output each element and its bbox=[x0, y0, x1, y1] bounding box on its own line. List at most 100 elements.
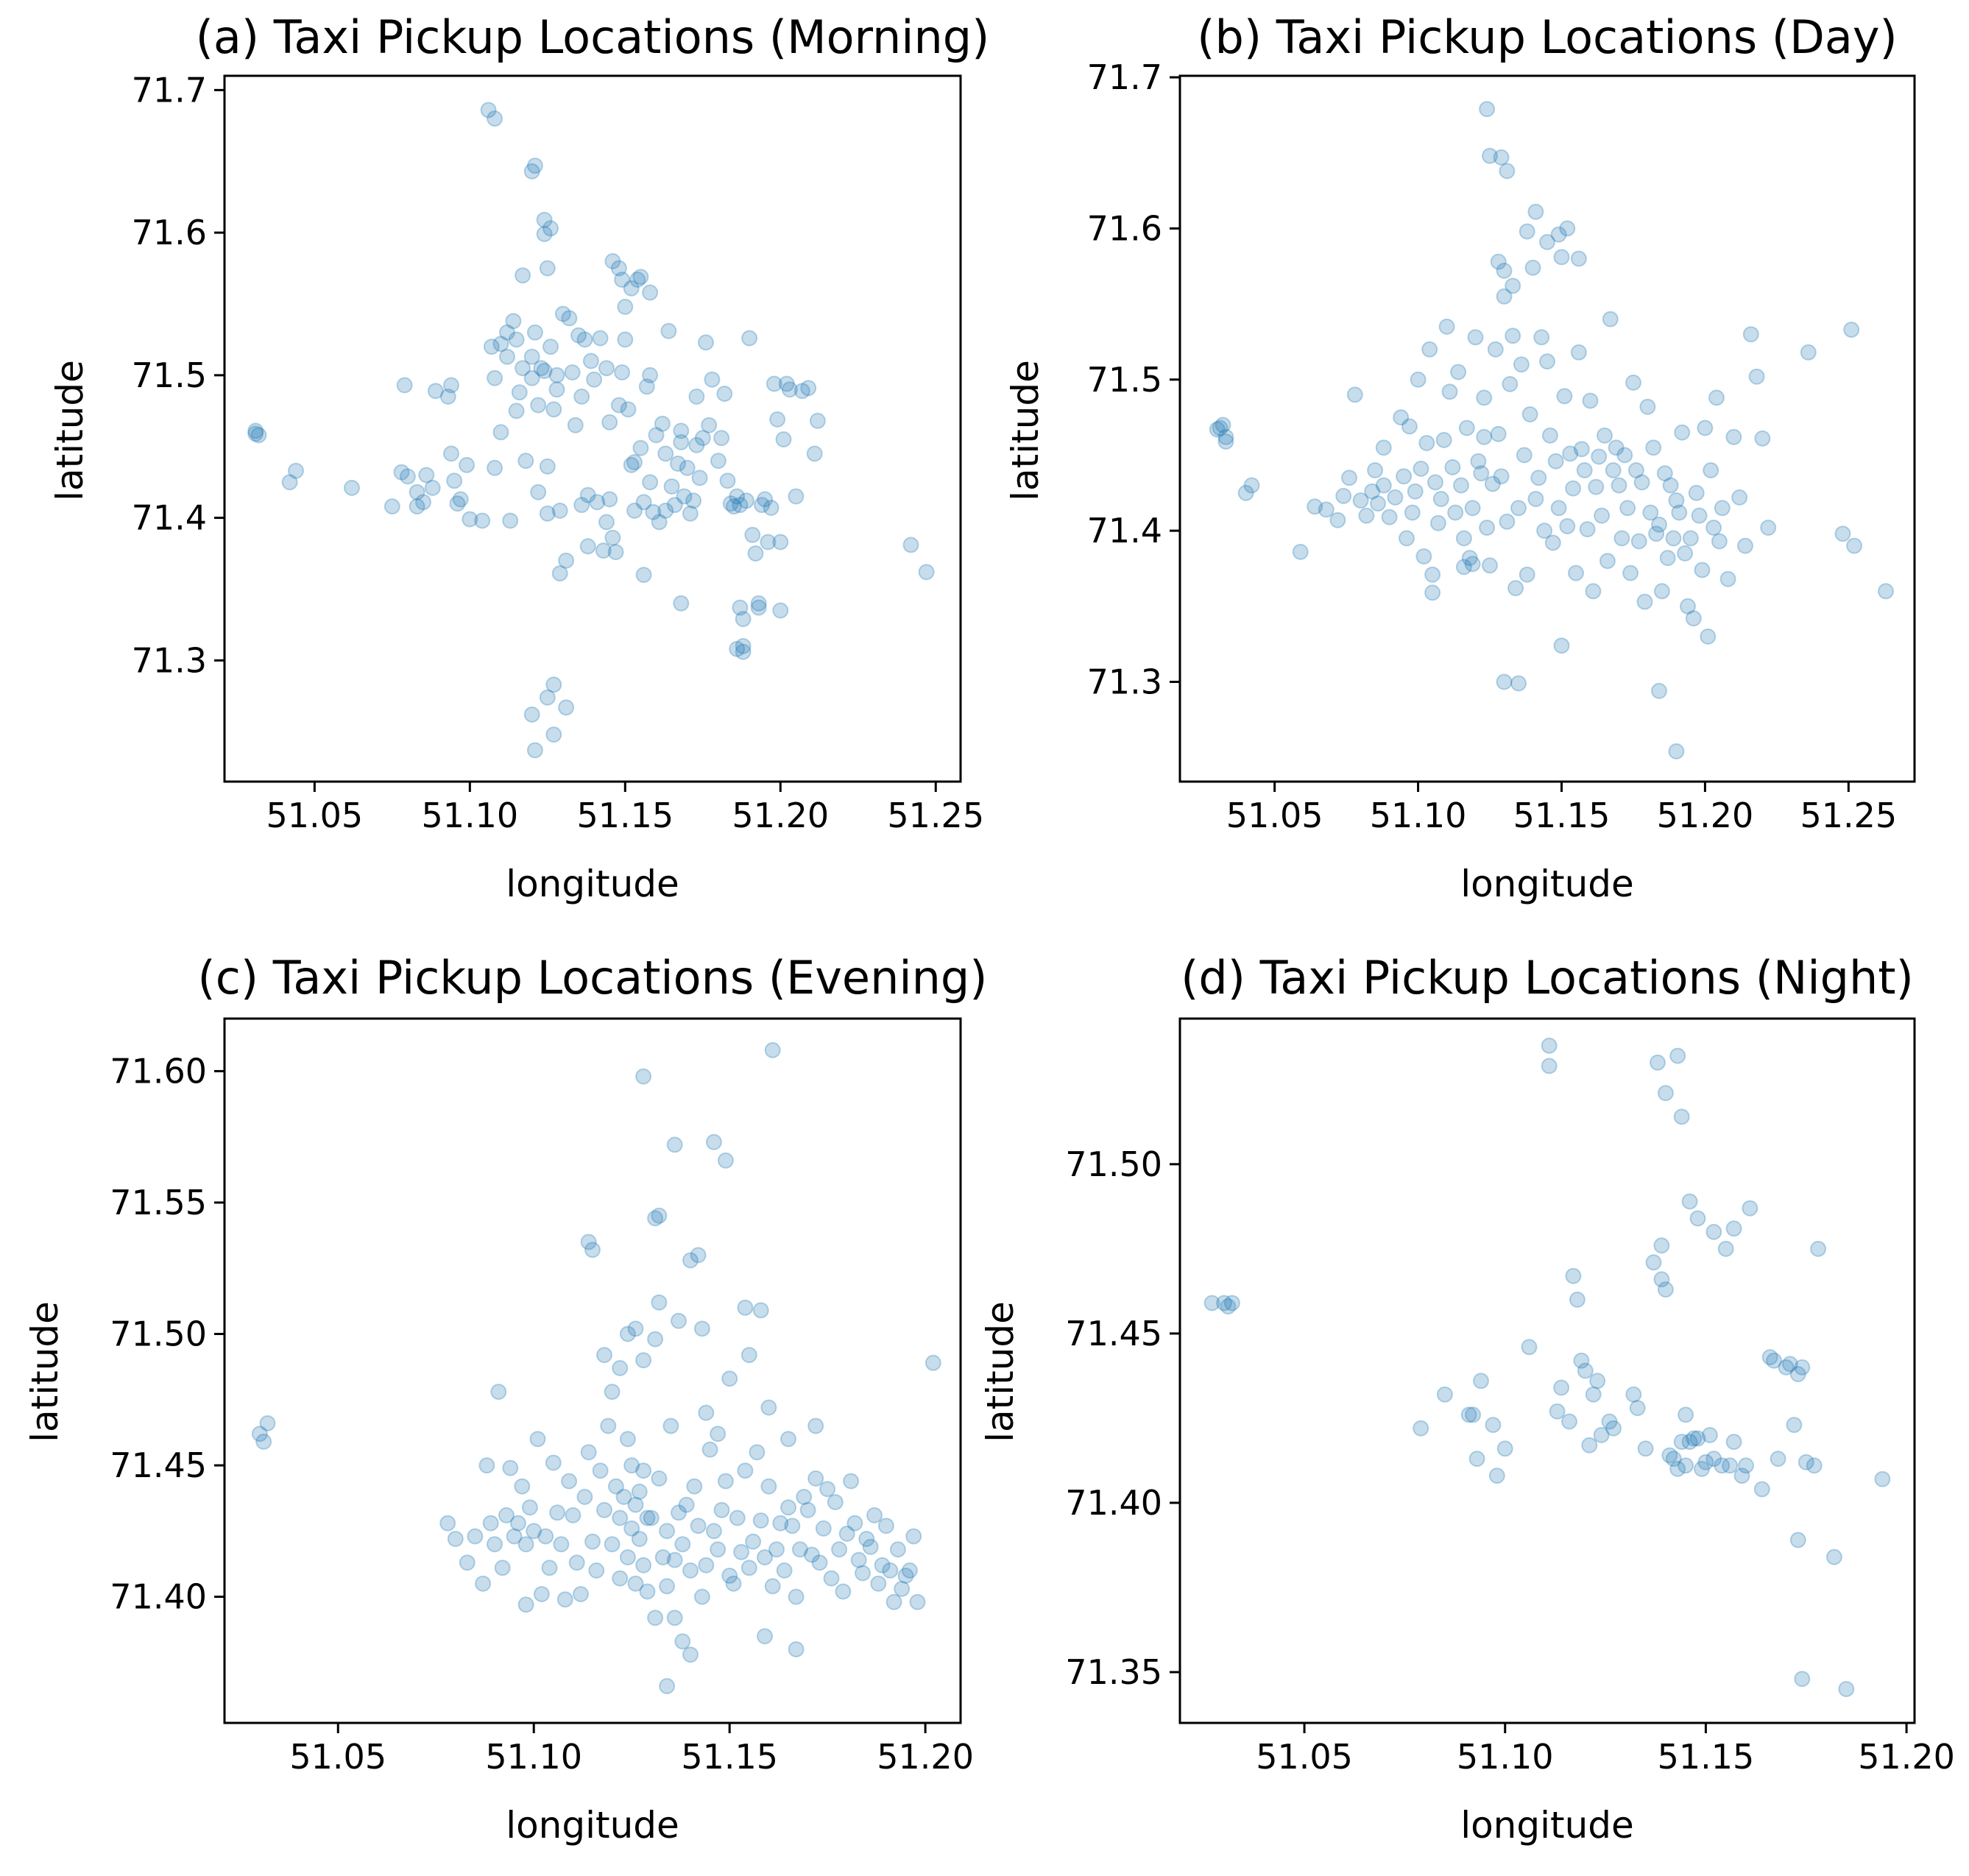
scatter-point bbox=[452, 491, 469, 508]
scatter-point bbox=[1576, 462, 1593, 478]
scatter-point bbox=[568, 1554, 585, 1571]
scatter-point bbox=[612, 1359, 629, 1376]
scatter-point bbox=[757, 1628, 773, 1645]
scatter-point bbox=[1541, 427, 1558, 444]
panel-title: (d) Taxi Pickup Locations (Night) bbox=[1181, 951, 1914, 1005]
scatter-point bbox=[1565, 480, 1582, 497]
scatter-point bbox=[645, 503, 662, 520]
scatter-point bbox=[750, 599, 767, 616]
scatter-point bbox=[659, 1578, 676, 1595]
scatter-point bbox=[676, 488, 693, 505]
y-tick-label: 71.6 bbox=[1087, 208, 1162, 248]
scatter-point bbox=[1579, 521, 1596, 538]
scatter-point bbox=[619, 1431, 636, 1448]
scatter-point bbox=[499, 324, 515, 341]
scatter-point bbox=[449, 495, 466, 512]
scatter-point bbox=[1516, 447, 1533, 464]
scatter-point bbox=[542, 220, 559, 237]
scatter-point bbox=[1519, 566, 1535, 583]
y-axis-ticks: 71.40 71.45 71.50 71.55 71.60 bbox=[110, 1051, 225, 1617]
x-tick-label: 51.10 bbox=[421, 796, 518, 835]
scatter-point bbox=[1424, 584, 1441, 601]
scatter-point bbox=[1691, 507, 1708, 524]
scatter-point bbox=[1843, 322, 1860, 338]
scatter-point bbox=[1766, 1352, 1783, 1369]
scatter-point bbox=[764, 1041, 781, 1058]
scatter-point bbox=[835, 1583, 852, 1600]
scatter-point bbox=[551, 565, 568, 582]
points-group bbox=[1203, 1037, 1891, 1697]
scatter-point bbox=[740, 1347, 757, 1364]
scatter-point bbox=[626, 502, 643, 519]
scatter-point bbox=[788, 488, 805, 505]
scatter-point bbox=[1487, 341, 1504, 358]
scatter-point bbox=[1725, 1434, 1742, 1451]
scatter-point bbox=[558, 552, 575, 569]
scatter-point bbox=[803, 1546, 820, 1563]
scatter-point bbox=[548, 381, 565, 398]
scatter-point bbox=[901, 1562, 918, 1579]
scatter-point bbox=[735, 611, 752, 628]
scatter-point bbox=[918, 564, 935, 581]
scatter-point bbox=[1453, 477, 1469, 494]
scatter-point bbox=[1364, 483, 1381, 500]
scatter-point bbox=[487, 110, 503, 127]
scatter-point bbox=[643, 1509, 660, 1526]
scatter-point bbox=[1705, 520, 1722, 536]
scatter-point bbox=[1625, 374, 1641, 391]
scatter-point bbox=[1810, 1240, 1827, 1257]
scatter-point bbox=[747, 545, 764, 562]
x-axis-label: longitude bbox=[1460, 863, 1634, 905]
scatter-point bbox=[1834, 525, 1851, 542]
scatter-point bbox=[1559, 220, 1576, 237]
scatter-point bbox=[615, 1488, 632, 1505]
scatter-point bbox=[536, 363, 553, 379]
scatter-point bbox=[604, 1384, 621, 1401]
scatter-point bbox=[1786, 1417, 1803, 1434]
scatter-point bbox=[788, 1588, 805, 1605]
scatter-point bbox=[1657, 1085, 1674, 1102]
scatter-point bbox=[651, 514, 668, 531]
scatter-point bbox=[691, 470, 708, 486]
scatter-point bbox=[393, 464, 410, 481]
scatter-point bbox=[659, 1678, 676, 1694]
scatter-point bbox=[1589, 1373, 1606, 1390]
scatter-point bbox=[870, 1575, 887, 1592]
scatter-point bbox=[1622, 564, 1639, 581]
scatter-point bbox=[1484, 475, 1501, 492]
scatter-point bbox=[515, 267, 531, 284]
scatter-point bbox=[925, 1354, 941, 1371]
y-tick-label: 71.35 bbox=[1065, 1652, 1162, 1692]
scatter-point bbox=[809, 412, 826, 429]
scatter-point bbox=[474, 512, 491, 529]
scatter-point bbox=[1496, 262, 1513, 279]
scatter-point bbox=[1496, 1440, 1513, 1457]
scatter-point bbox=[539, 505, 556, 522]
scatter-point bbox=[548, 367, 565, 383]
scatter-point bbox=[579, 538, 596, 555]
scatter-point bbox=[598, 360, 615, 377]
scatter-point bbox=[545, 676, 562, 693]
scatter-point bbox=[673, 433, 690, 450]
scatter-point bbox=[1570, 250, 1587, 267]
scatter-point bbox=[582, 353, 599, 369]
scatter-point bbox=[788, 1641, 805, 1657]
scatter-point bbox=[897, 1568, 914, 1584]
scatter-point bbox=[600, 1417, 617, 1434]
scatter-point bbox=[487, 459, 503, 476]
scatter-point bbox=[1370, 495, 1386, 512]
scatter-point bbox=[1496, 673, 1513, 690]
scatter-point bbox=[704, 371, 721, 388]
scatter-point bbox=[1689, 1210, 1706, 1227]
scatter-point bbox=[741, 330, 758, 347]
y-axis-label: latitude bbox=[24, 1301, 66, 1443]
scatter-point bbox=[523, 163, 540, 180]
scatter-point bbox=[1678, 1406, 1694, 1423]
scatter-point bbox=[1424, 566, 1441, 583]
y-tick-label: 71.60 bbox=[110, 1051, 207, 1091]
points-group bbox=[1209, 101, 1894, 760]
y-tick-label: 71.3 bbox=[1087, 662, 1162, 701]
scatter-point bbox=[1650, 1054, 1666, 1071]
scatter-point bbox=[632, 439, 649, 456]
scatter-point bbox=[673, 595, 690, 612]
